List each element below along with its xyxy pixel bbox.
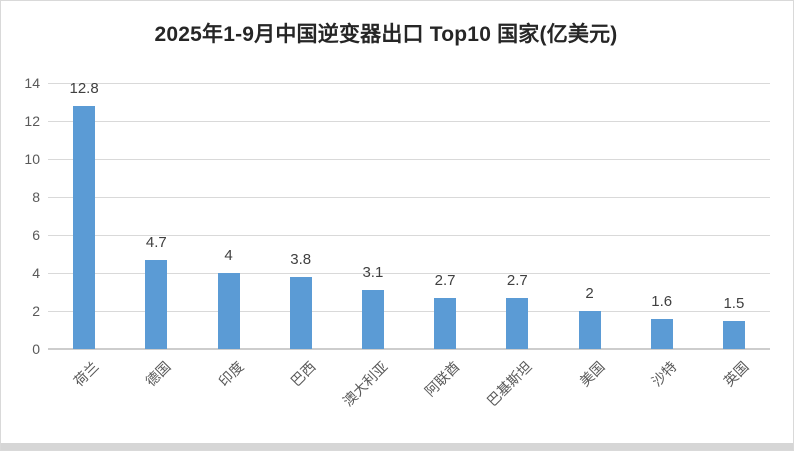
chart-title: 2025年1-9月中国逆变器出口 Top10 国家(亿美元) (154, 23, 618, 46)
plot-area: 0 2 4 6 8 10 12 14 12.8 荷兰 4.7 德国 4 印度 3.8 巴西 3.1 澳大利亚 2.7… (24, 76, 770, 409)
bar-value-label: 1.5 (723, 294, 745, 312)
bar-value-label: 2 (585, 285, 594, 302)
y-tick-label: 6 (32, 227, 40, 243)
y-tick-label: 0 (32, 341, 40, 357)
bar-value-label: 3.1 (362, 264, 384, 282)
bar (145, 259, 168, 349)
bar-value-label: 4.7 (145, 233, 167, 251)
bar-value-label: 4 (224, 247, 233, 264)
gridline (48, 159, 770, 160)
bar-value-label: 1.6 (651, 292, 673, 310)
x-category-label: 沙特 (648, 358, 680, 390)
bar (289, 276, 312, 349)
y-tick-label: 14 (24, 75, 40, 91)
y-tick-label: 12 (24, 113, 40, 129)
gridline (48, 311, 770, 312)
bar-value-label: 2.7 (434, 271, 456, 289)
x-category-label: 印度 (214, 358, 247, 390)
bar (73, 105, 96, 349)
bar (578, 311, 601, 349)
gridline (48, 273, 770, 274)
bar (506, 297, 529, 349)
x-axis-line (48, 348, 770, 350)
x-category-label: 荷兰 (70, 358, 102, 390)
x-category-label: 德国 (142, 358, 174, 390)
x-category-label: 美国 (575, 358, 608, 390)
y-tick-label: 8 (32, 189, 40, 205)
x-category-label: 巴西 (287, 358, 319, 390)
bar (650, 318, 673, 349)
x-category-label: 澳大利亚 (339, 358, 391, 410)
bar (722, 320, 745, 349)
gridline (48, 121, 770, 122)
gridline (48, 197, 770, 198)
bar-value-label: 12.8 (69, 79, 99, 97)
bottom-strip (1, 443, 793, 450)
x-category-label: 阿联酋 (421, 358, 463, 400)
x-category-label: 英国 (720, 358, 752, 390)
y-tick-label: 10 (24, 151, 40, 167)
bar (434, 297, 457, 349)
x-category-label: 巴基斯坦 (484, 358, 535, 410)
gridline (48, 83, 770, 84)
bar-value-label: 3.8 (290, 250, 312, 268)
y-tick-label: 4 (32, 265, 40, 281)
bar (217, 273, 240, 349)
gridline (48, 235, 770, 236)
y-tick-label: 2 (32, 303, 40, 319)
bar (361, 290, 384, 349)
bar-value-label: 2.7 (506, 271, 528, 289)
